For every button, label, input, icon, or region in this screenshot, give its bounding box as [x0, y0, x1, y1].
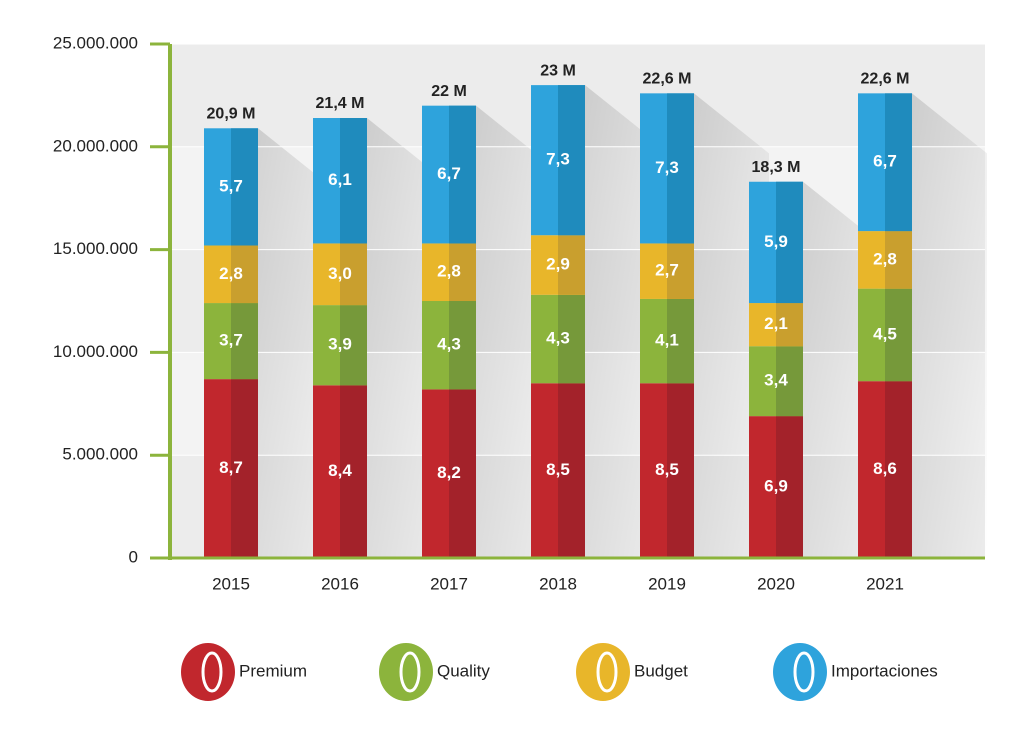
legend-item: Importaciones: [773, 643, 938, 701]
bar-shade: [885, 288, 912, 382]
value-label: 6,1: [328, 170, 352, 189]
value-label: 4,5: [873, 324, 897, 343]
value-label: 4,3: [546, 329, 570, 348]
value-label: 7,3: [546, 150, 570, 169]
x-tick-label: 2020: [757, 574, 795, 593]
y-tick-label: 0: [129, 547, 138, 566]
value-label: 8,2: [437, 463, 461, 482]
x-tick-label: 2017: [430, 574, 468, 593]
bar-shade: [340, 385, 367, 558]
y-tick-label: 5.000.000: [62, 445, 138, 464]
bar-shade: [449, 301, 476, 390]
bar-shade: [667, 298, 694, 384]
bar-shade: [340, 243, 367, 306]
value-label: 8,4: [328, 461, 352, 480]
bar-shade: [449, 389, 476, 558]
total-label: 22,6 M: [643, 71, 692, 88]
legend-label: Premium: [239, 661, 307, 680]
x-tick-label: 2015: [212, 574, 250, 593]
value-label: 3,0: [328, 264, 352, 283]
x-tick-label: 2016: [321, 574, 359, 593]
legend-icon: [773, 643, 827, 701]
value-label: 3,9: [328, 335, 352, 354]
value-label: 3,7: [219, 331, 243, 350]
bar-shade: [449, 105, 476, 244]
bar-shade: [231, 128, 258, 246]
legend-icon-hole: [793, 651, 815, 693]
legend-label: Quality: [437, 661, 490, 680]
bar-shade: [667, 243, 694, 299]
bar-shade: [776, 346, 803, 417]
total-label: 20,9 M: [207, 106, 256, 123]
bar-shade: [340, 118, 367, 244]
total-label: 22 M: [431, 83, 467, 100]
legend-item: Premium: [181, 643, 307, 701]
legend-icon-hole: [596, 651, 618, 693]
value-label: 8,6: [873, 459, 897, 478]
value-label: 4,3: [437, 335, 461, 354]
y-tick-label: 10.000.000: [53, 342, 138, 361]
value-label: 4,1: [655, 331, 679, 350]
value-label: 2,7: [655, 261, 679, 280]
total-label: 23 M: [540, 62, 576, 79]
value-label: 8,5: [546, 460, 570, 479]
value-label: 7,3: [655, 158, 679, 177]
bar-shade: [231, 379, 258, 558]
value-label: 2,8: [873, 249, 897, 268]
legend-item: Quality: [379, 643, 490, 701]
value-label: 2,8: [437, 262, 461, 281]
bar-shade: [667, 93, 694, 244]
legend-icon-hole: [399, 651, 421, 693]
value-label: 8,5: [655, 460, 679, 479]
legend-icon-hole: [201, 651, 223, 693]
bar-shade: [231, 303, 258, 380]
value-label: 3,4: [764, 371, 788, 390]
value-label: 2,8: [219, 264, 243, 283]
bar-shade: [231, 245, 258, 304]
bar-shade: [885, 231, 912, 289]
legend-icon: [181, 643, 235, 701]
x-tick-label: 2018: [539, 574, 577, 593]
total-label: 18,3 M: [752, 159, 801, 176]
bar-shade: [776, 416, 803, 558]
total-label: 21,4 M: [316, 95, 365, 112]
bar-shade: [558, 294, 585, 384]
legend-icon: [576, 643, 630, 701]
bar-shade: [885, 93, 912, 232]
bar-shade: [558, 85, 585, 236]
value-label: 8,7: [219, 458, 243, 477]
bar-shade: [776, 303, 803, 347]
y-tick-label: 15.000.000: [53, 239, 138, 258]
y-tick-label: 25.000.000: [53, 33, 138, 52]
bar-shade: [340, 305, 367, 386]
bar-shadow: [912, 93, 987, 559]
legend-label: Importaciones: [831, 661, 938, 680]
value-label: 2,9: [546, 255, 570, 274]
legend-item: Budget: [576, 643, 688, 701]
value-label: 5,9: [764, 232, 788, 251]
y-tick-label: 20.000.000: [53, 136, 138, 155]
bar-shade: [449, 243, 476, 301]
value-label: 2,1: [764, 314, 788, 333]
bar-shade: [558, 235, 585, 295]
x-tick-label: 2021: [866, 574, 904, 593]
value-label: 5,7: [219, 176, 243, 195]
legend-label: Budget: [634, 661, 688, 680]
value-label: 6,7: [873, 152, 897, 171]
bar-shade: [558, 383, 585, 558]
bar-shade: [885, 381, 912, 558]
value-label: 6,7: [437, 164, 461, 183]
total-label: 22,6 M: [861, 71, 910, 88]
x-tick-label: 2019: [648, 574, 686, 593]
bar-shade: [667, 383, 694, 558]
bar-shade: [776, 181, 803, 304]
value-label: 6,9: [764, 477, 788, 496]
legend-icon: [379, 643, 433, 701]
